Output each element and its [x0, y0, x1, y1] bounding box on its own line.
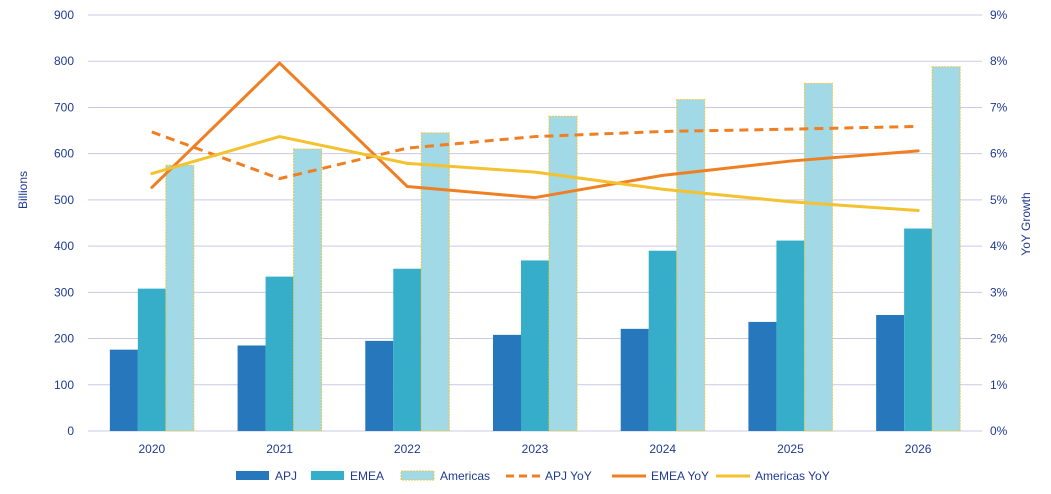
right-axis-title: YoY Growth: [1019, 192, 1033, 255]
bar-apj: [237, 345, 266, 431]
x-tick-label: 2023: [522, 442, 549, 456]
legend: APJ EMEA Americas APJ YoY EMEA YoY Americas Y…: [236, 469, 830, 483]
bar-apj: [620, 328, 649, 431]
right-tick-label: 6%: [990, 147, 1008, 161]
bar-americas: [420, 132, 450, 432]
right-tick-label: 3%: [990, 285, 1008, 299]
legend-label-apj-yoy: APJ YoY: [545, 469, 592, 483]
bar-emea: [137, 288, 166, 431]
left-tick-label: 800: [54, 54, 74, 68]
right-tick-label: 7%: [990, 100, 1008, 114]
right-tick-label: 2%: [990, 332, 1008, 346]
left-tick-label: 700: [54, 100, 74, 114]
x-tick-label: 2022: [394, 442, 421, 456]
x-axis-ticks: 2020 2021 2022 2023 2024 2025 2026: [139, 442, 932, 456]
bar-emea: [393, 268, 422, 431]
bar-americas: [676, 99, 706, 432]
legend-label-emea-yoy: EMEA YoY: [651, 469, 709, 483]
left-tick-label: 100: [54, 378, 74, 392]
bar-apj: [748, 321, 777, 431]
bar-apj: [365, 340, 394, 431]
bar-americas: [293, 148, 323, 432]
x-tick-label: 2026: [905, 442, 932, 456]
left-axis-ticks: 0 100 200 300 400 500 600 700 800 900: [54, 8, 74, 438]
x-tick-label: 2021: [266, 442, 293, 456]
right-tick-label: 5%: [990, 193, 1008, 207]
bar-americas: [165, 164, 195, 432]
bar-apj: [109, 349, 138, 431]
left-tick-label: 300: [54, 285, 74, 299]
right-tick-label: 9%: [990, 8, 1008, 22]
bar-emea: [904, 228, 933, 431]
gridlines: [88, 14, 982, 432]
line-apj-yoy: [151, 124, 919, 181]
left-tick-label: 200: [54, 332, 74, 346]
left-tick-label: 0: [67, 424, 74, 438]
right-tick-label: 4%: [990, 239, 1008, 253]
legend-label-americas: Americas: [440, 469, 490, 483]
left-tick-label: 500: [54, 193, 74, 207]
right-tick-label: 8%: [990, 54, 1008, 68]
line-americas-yoy: [150, 135, 920, 213]
right-tick-label: 1%: [990, 378, 1008, 392]
x-tick-label: 2025: [777, 442, 804, 456]
bar-emea: [521, 260, 549, 431]
left-axis-title: Billions: [16, 171, 30, 209]
left-tick-label: 900: [54, 8, 74, 22]
legend-label-apj: APJ: [275, 469, 297, 483]
bar-emea: [648, 250, 677, 431]
legend-swatch-apj: [236, 471, 269, 480]
legend-swatch-americas: [400, 470, 435, 481]
x-tick-label: 2020: [139, 442, 166, 456]
bars-layer: [109, 66, 961, 432]
bar-apj: [493, 334, 521, 431]
bar-americas: [803, 82, 833, 432]
x-tick-label: 2024: [649, 442, 676, 456]
bar-emea: [776, 240, 805, 431]
bar-americas: [931, 66, 961, 432]
legend-swatch-emea: [311, 471, 344, 480]
line-emea-yoy: [150, 61, 920, 200]
bar-americas: [548, 115, 578, 432]
right-axis-ticks: 0% 1% 2% 3% 4% 5% 6% 7% 8% 9%: [990, 8, 1008, 438]
bar-apj: [876, 314, 905, 431]
legend-label-americas-yoy: Americas YoY: [755, 469, 830, 483]
legend-label-emea: EMEA: [350, 469, 384, 483]
left-tick-label: 400: [54, 239, 74, 253]
left-tick-label: 600: [54, 147, 74, 161]
right-tick-label: 0%: [990, 424, 1008, 438]
bar-emea: [265, 276, 294, 431]
lines-layer: [150, 61, 920, 213]
